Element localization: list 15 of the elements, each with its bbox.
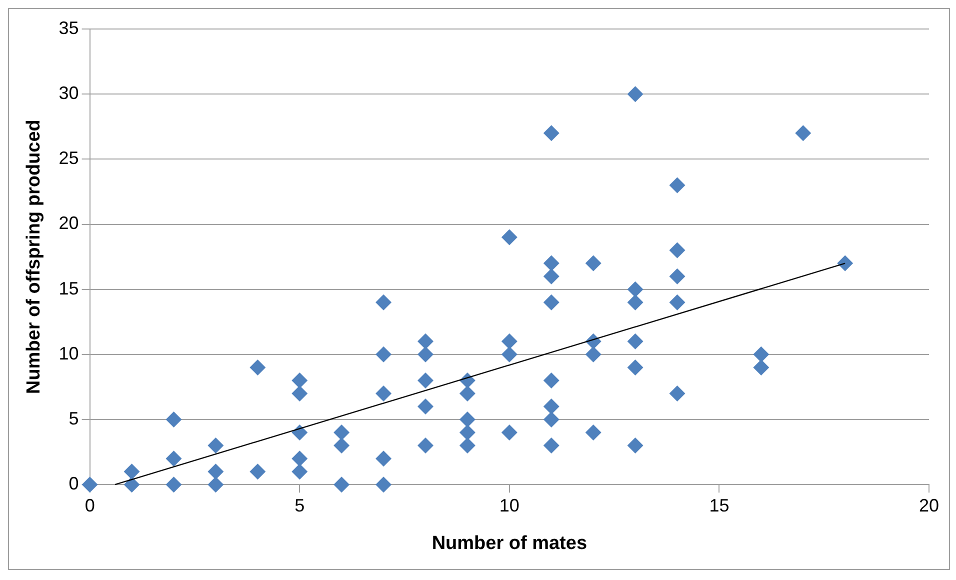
y-tick-label: 0 [68, 474, 79, 494]
y-tick-label: 30 [58, 83, 79, 104]
x-tick-label: 10 [499, 495, 520, 516]
y-tick-label: 35 [58, 18, 79, 38]
x-tick-label: 20 [918, 495, 940, 516]
y-tick-label: 10 [58, 343, 79, 364]
y-tick-label: 20 [58, 213, 79, 234]
x-axis-title: Number of mates [432, 532, 588, 554]
x-tick-label: 0 [84, 495, 95, 516]
y-tick-label: 15 [58, 278, 79, 298]
y-axis-title: Number of offspring produced [24, 120, 45, 394]
x-tick-label: 15 [709, 495, 730, 516]
y-tick-label: 25 [58, 148, 79, 168]
y-tick-label: 5 [68, 408, 79, 428]
x-tick-label: 5 [294, 495, 305, 516]
